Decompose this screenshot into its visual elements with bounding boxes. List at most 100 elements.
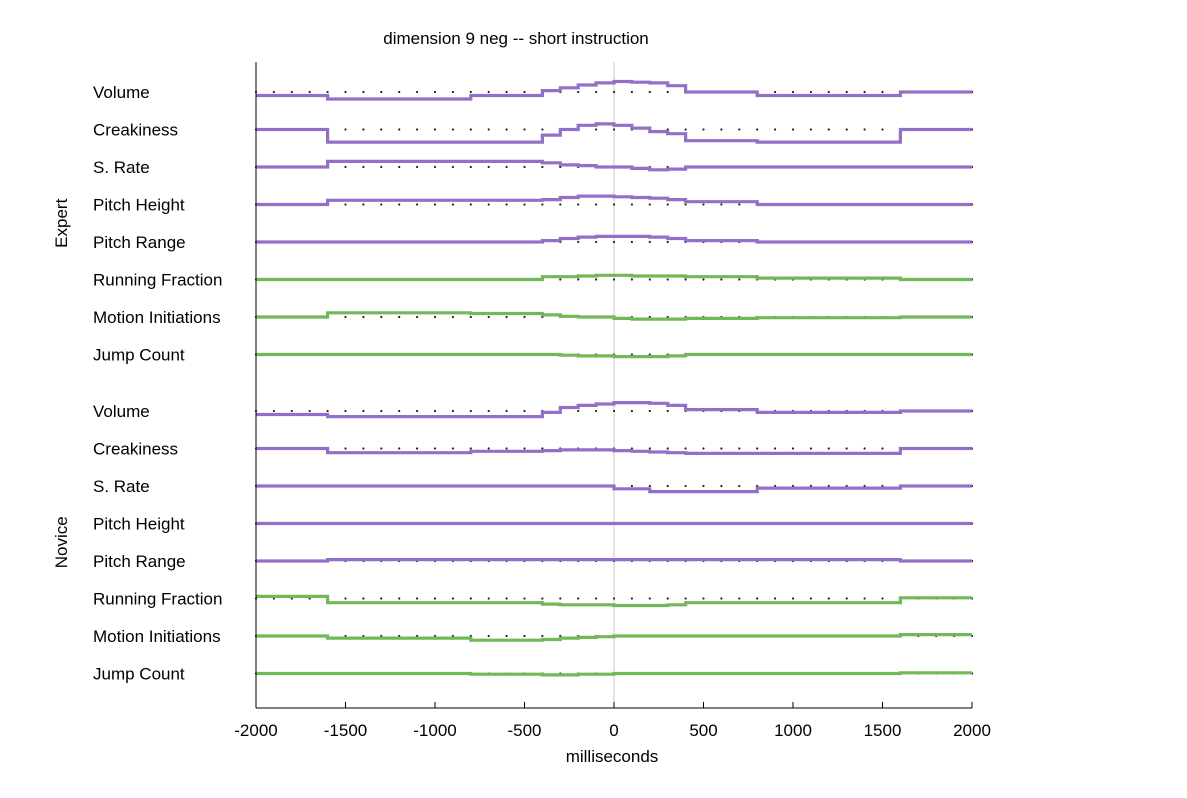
reference-dot <box>487 634 490 638</box>
reference-dot <box>666 484 669 488</box>
row-label: S. Rate <box>93 158 150 177</box>
x-tick-label: -1000 <box>413 721 456 740</box>
row-label: Pitch Height <box>93 515 185 534</box>
reference-dot <box>362 315 365 319</box>
reference-dot <box>380 165 383 169</box>
series-line <box>256 311 972 321</box>
row-expert-volume: Volume <box>93 79 974 102</box>
row-expert-running-fraction: Running Fraction <box>93 271 974 290</box>
reference-dot <box>469 315 472 319</box>
row-expert-pitch-height: Pitch Height <box>93 194 974 215</box>
row-label: Pitch Height <box>93 196 185 215</box>
reference-dot <box>344 203 347 206</box>
reference-dot <box>666 240 669 244</box>
reference-dot <box>559 203 562 206</box>
reference-dot <box>630 409 634 413</box>
reference-dot <box>845 90 848 94</box>
reference-dot <box>774 90 777 94</box>
reference-dot <box>398 128 401 131</box>
x-tick-label: 2000 <box>953 721 991 740</box>
row-expert-jump-count: Jump Count <box>93 346 974 365</box>
reference-dot <box>559 597 562 600</box>
row-novice-pitch-height: Pitch Height <box>93 515 974 534</box>
reference-dot <box>416 447 419 450</box>
reference-dot <box>577 597 580 600</box>
reference-dot <box>272 90 275 94</box>
reference-dot <box>774 447 777 450</box>
reference-dot <box>505 165 508 169</box>
row-novice-creakiness: Creakiness <box>93 440 974 459</box>
reference-dot <box>487 447 490 450</box>
reference-dot <box>630 203 634 206</box>
series-line <box>256 194 972 207</box>
reference-dot <box>362 203 365 206</box>
reference-dot <box>523 128 526 131</box>
reference-dot <box>720 597 723 600</box>
reference-dot <box>380 128 383 131</box>
reference-dot <box>648 447 651 450</box>
row-label: Volume <box>93 402 150 421</box>
x-tick-label: 1500 <box>864 721 902 740</box>
reference-dot <box>290 90 293 94</box>
reference-dot <box>648 484 651 488</box>
reference-dot <box>648 90 651 94</box>
x-tick-label: 500 <box>689 721 717 740</box>
reference-dot <box>595 597 598 600</box>
reference-dot <box>720 447 723 450</box>
reference-dot <box>827 128 830 131</box>
reference-dot <box>416 90 419 94</box>
reference-dot <box>398 447 401 450</box>
reference-dot <box>433 315 437 319</box>
x-tick-label: -2000 <box>234 721 277 740</box>
reference-dot <box>433 165 437 169</box>
reference-dot <box>433 128 437 131</box>
reference-dot <box>738 597 741 600</box>
row-expert-creakiness: Creakiness <box>93 121 974 144</box>
x-tick-label: -1500 <box>324 721 367 740</box>
reference-dot <box>756 447 759 450</box>
reference-dot <box>433 447 437 450</box>
reference-dot <box>487 128 490 131</box>
row-novice-motion-initiations: Motion Initiations <box>93 627 974 646</box>
reference-dot <box>541 128 544 131</box>
reference-dot <box>756 128 759 131</box>
row-novice-pitch-range: Pitch Range <box>93 552 974 571</box>
reference-dot <box>505 90 508 94</box>
reference-dot <box>612 278 616 281</box>
reference-dot <box>326 90 329 94</box>
reference-dot <box>523 597 526 600</box>
reference-dot <box>630 597 634 600</box>
reference-dot <box>416 128 419 131</box>
reference-dot <box>720 278 723 281</box>
reference-dot <box>469 90 472 94</box>
x-axis-label: milliseconds <box>566 747 659 766</box>
reference-dot <box>451 128 454 131</box>
reference-dot <box>398 90 401 94</box>
reference-dot <box>577 240 580 244</box>
reference-dot <box>344 90 347 94</box>
reference-dot <box>380 315 383 319</box>
reference-dot <box>684 447 687 450</box>
reference-dot <box>344 447 347 450</box>
reference-dot <box>863 597 866 600</box>
reference-dot <box>451 447 454 450</box>
reference-dot <box>702 484 705 488</box>
reference-dot <box>630 90 634 94</box>
row-label: Jump Count <box>93 665 185 684</box>
series-line <box>256 352 972 359</box>
reference-dot <box>469 203 472 206</box>
reference-dot <box>344 128 347 131</box>
reference-dot <box>720 484 723 488</box>
reference-dot <box>433 409 437 413</box>
reference-dot <box>469 447 472 450</box>
reference-dot <box>523 165 526 169</box>
reference-dot <box>451 90 454 94</box>
reference-dot <box>523 315 526 319</box>
reference-dot <box>595 409 598 413</box>
series-line <box>256 122 972 144</box>
reference-dot <box>487 90 490 94</box>
reference-dot <box>451 315 454 319</box>
row-label: Volume <box>93 83 150 102</box>
group-label-novice: Novice <box>52 516 71 568</box>
